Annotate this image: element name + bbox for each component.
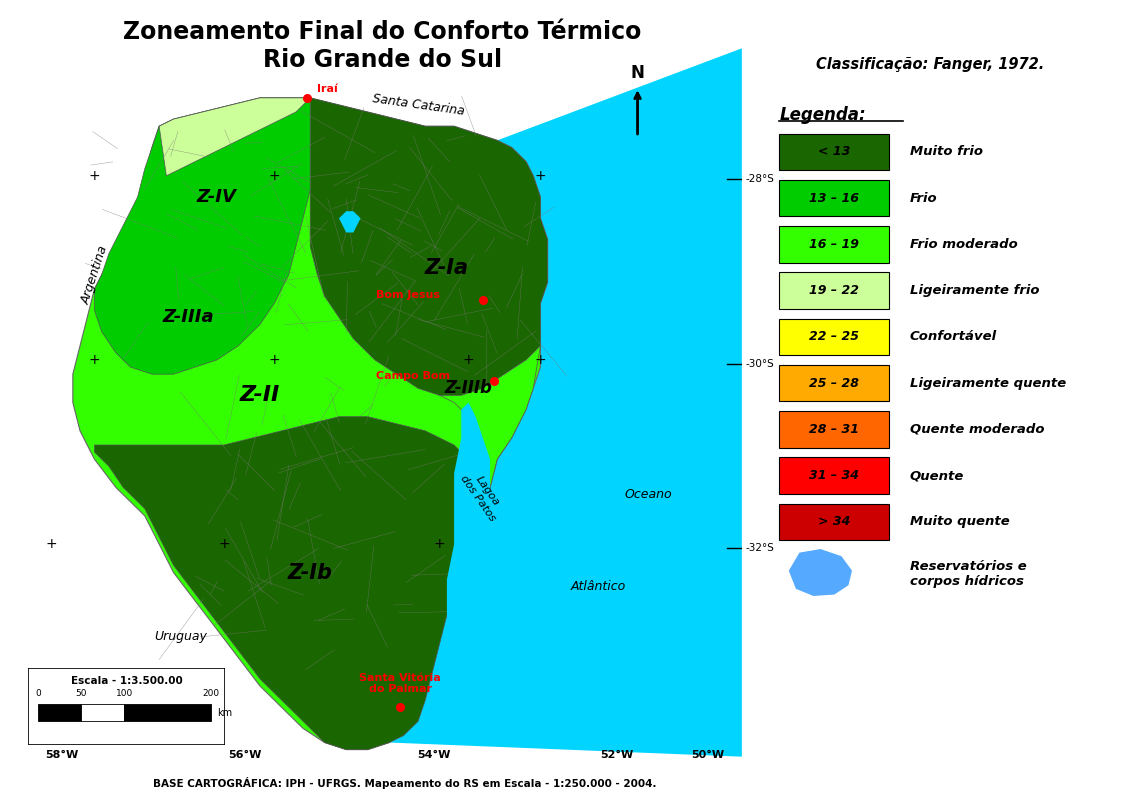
- Text: Z-IIIb: Z-IIIb: [445, 379, 492, 398]
- Text: > 34: > 34: [818, 515, 851, 528]
- Bar: [779, 272, 889, 309]
- Text: Santa Catarina: Santa Catarina: [371, 92, 465, 118]
- Text: N: N: [631, 64, 644, 82]
- Polygon shape: [389, 48, 742, 757]
- Text: 100: 100: [116, 689, 133, 698]
- Text: 56°W: 56°W: [228, 750, 262, 760]
- Text: Ligeiramente frio: Ligeiramente frio: [909, 284, 1039, 297]
- Text: +: +: [269, 353, 280, 367]
- Text: +: +: [535, 169, 546, 183]
- Text: +: +: [535, 353, 546, 367]
- Text: +: +: [45, 537, 57, 551]
- Bar: [779, 319, 889, 355]
- Text: Muito frio: Muito frio: [909, 146, 982, 159]
- Polygon shape: [73, 98, 547, 749]
- Bar: [779, 457, 889, 493]
- Text: Campo Bom: Campo Bom: [377, 371, 451, 382]
- Text: 0: 0: [35, 689, 40, 698]
- Text: +: +: [218, 537, 229, 551]
- Polygon shape: [439, 346, 541, 509]
- Bar: [779, 365, 889, 401]
- Polygon shape: [160, 98, 310, 175]
- Bar: [779, 134, 889, 170]
- Text: +: +: [434, 537, 445, 551]
- Text: km: km: [217, 708, 232, 717]
- Text: -32°S: -32°S: [745, 543, 774, 553]
- Text: -28°S: -28°S: [745, 175, 774, 184]
- Text: Z-IV: Z-IV: [197, 188, 237, 206]
- Bar: [81, 704, 125, 721]
- Text: 16 – 19: 16 – 19: [809, 238, 859, 251]
- Polygon shape: [94, 417, 475, 749]
- Bar: [779, 226, 889, 262]
- Bar: [125, 704, 211, 721]
- Text: Muito quente: Muito quente: [909, 515, 1009, 528]
- Text: Z-Ib: Z-Ib: [288, 563, 333, 583]
- Text: 25 – 28: 25 – 28: [809, 377, 859, 390]
- Polygon shape: [310, 98, 547, 395]
- Bar: [779, 504, 889, 540]
- Text: +: +: [89, 169, 100, 183]
- Text: Lagoa
dos Patos: Lagoa dos Patos: [459, 466, 507, 522]
- Polygon shape: [447, 402, 490, 630]
- Text: Escala - 1:3.500.00: Escala - 1:3.500.00: [71, 676, 182, 686]
- Text: 52°W: 52°W: [600, 750, 634, 760]
- Text: +: +: [89, 353, 100, 367]
- Text: 19 – 22: 19 – 22: [809, 284, 859, 297]
- Text: Oceano: Oceano: [625, 488, 672, 501]
- Text: Bom Jesus: Bom Jesus: [375, 290, 439, 299]
- Bar: [779, 180, 889, 217]
- Text: Ligeiramente quente: Ligeiramente quente: [909, 377, 1066, 390]
- Text: -30°S: -30°S: [745, 358, 774, 369]
- Text: +: +: [269, 169, 280, 183]
- Text: Rio Grande do Sul: Rio Grande do Sul: [263, 48, 501, 72]
- Text: Quente moderado: Quente moderado: [909, 423, 1044, 436]
- Polygon shape: [339, 211, 361, 233]
- Text: Z-Ia: Z-Ia: [425, 258, 469, 278]
- Text: BASE CARTOGRÁFICA: IPH - UFRGS. Mapeamento do RS em Escala - 1:250.000 - 2004.: BASE CARTOGRÁFICA: IPH - UFRGS. Mapeamen…: [153, 777, 656, 789]
- Text: < 13: < 13: [818, 146, 851, 159]
- Polygon shape: [94, 98, 310, 374]
- Text: 54°W: 54°W: [417, 750, 451, 760]
- Text: 13 – 16: 13 – 16: [809, 192, 859, 204]
- Text: 50°W: 50°W: [691, 750, 725, 760]
- FancyBboxPatch shape: [28, 668, 225, 745]
- Text: Z-IIIa: Z-IIIa: [162, 308, 214, 327]
- Text: 58°W: 58°W: [45, 750, 79, 760]
- Text: Uruguay: Uruguay: [154, 630, 207, 642]
- Text: 31 – 34: 31 – 34: [809, 469, 859, 482]
- Text: 200: 200: [202, 689, 219, 698]
- Text: Atlântico: Atlântico: [570, 580, 626, 593]
- Text: Quente: Quente: [909, 469, 964, 482]
- Text: Iraí: Iraí: [317, 85, 338, 94]
- Text: Santa Vitória
do Palmar: Santa Vitória do Palmar: [360, 673, 441, 695]
- Text: Z-II: Z-II: [239, 386, 280, 406]
- Text: Confortável: Confortável: [909, 330, 997, 344]
- Text: 50: 50: [75, 689, 87, 698]
- Text: Frio moderado: Frio moderado: [909, 238, 1017, 251]
- Text: Reservatórios e
corpos hídricos: Reservatórios e corpos hídricos: [909, 560, 1026, 588]
- Text: Frio: Frio: [909, 192, 937, 204]
- Text: 28 – 31: 28 – 31: [809, 423, 859, 436]
- Text: Zoneamento Final do Conforto Térmico: Zoneamento Final do Conforto Térmico: [123, 20, 642, 44]
- Text: Legenda:: Legenda:: [779, 105, 865, 124]
- Text: +: +: [463, 353, 474, 367]
- Bar: [779, 411, 889, 448]
- Text: Classificação: Fanger, 1972.: Classificação: Fanger, 1972.: [816, 56, 1044, 72]
- Bar: [38, 704, 81, 721]
- Text: Argentina: Argentina: [79, 244, 110, 306]
- Text: 22 – 25: 22 – 25: [809, 330, 859, 344]
- Polygon shape: [789, 550, 851, 595]
